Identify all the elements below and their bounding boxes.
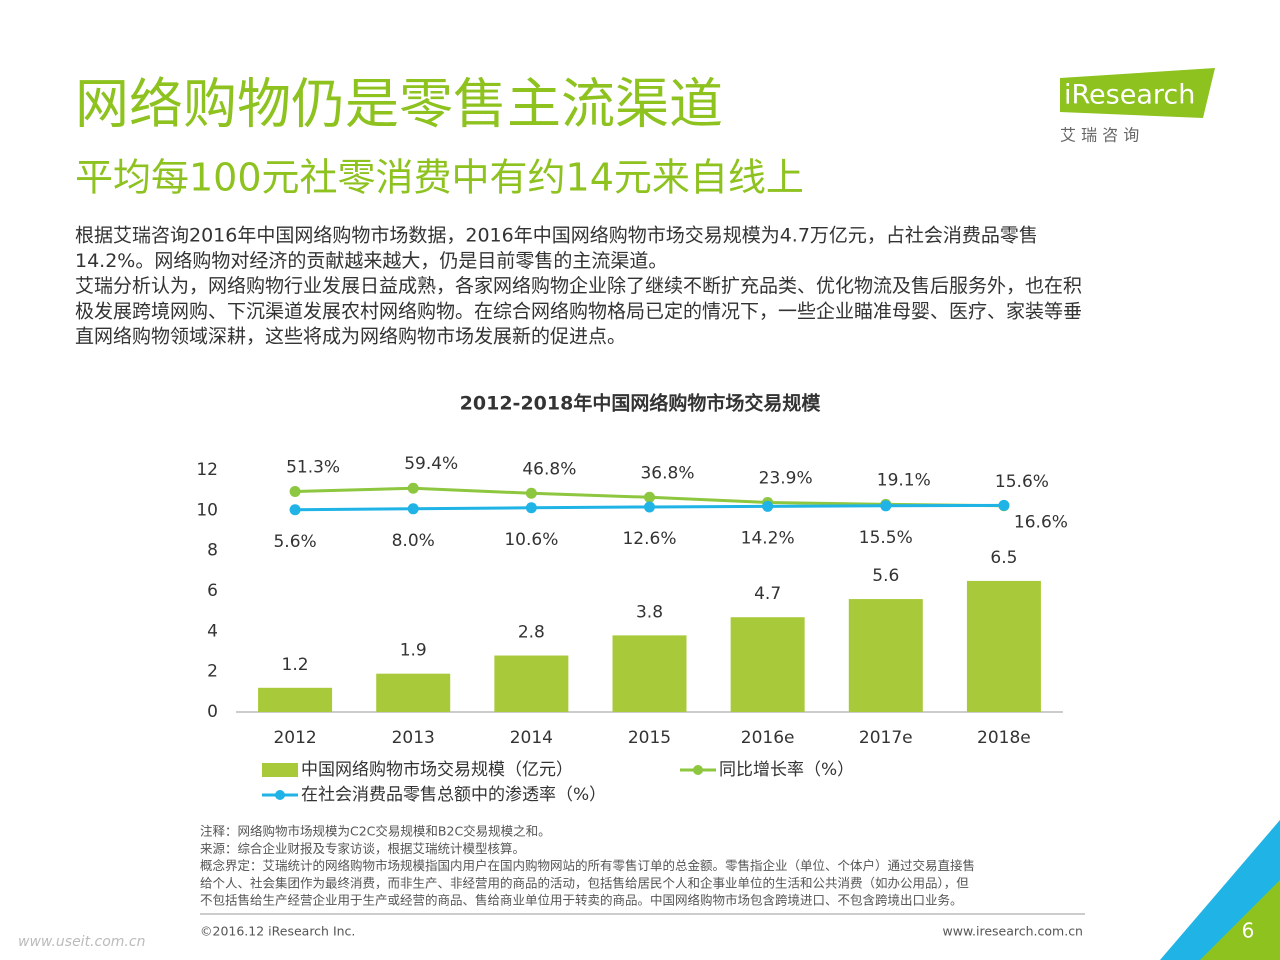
line-label: 14.2% [741,528,795,548]
line-label: 8.0% [392,531,435,551]
bar-label: 4.7 [754,584,781,604]
body-line: 14.2%。网络购物对经济的贡献越来越大，仍是目前零售的主流渠道。 [75,250,667,272]
bar [494,655,569,712]
page-number: 6 [1242,919,1255,943]
line-point [880,500,892,512]
line-label: 5.6% [273,532,316,552]
legend-label: 在社会消费品零售总额中的渗透率（%） [301,785,606,805]
x-tick-label: 2014 [510,728,553,748]
x-tick-label: 2017e [859,728,913,748]
line-point [525,502,537,514]
note-line: 注释：网络购物市场规模为C2C交易规模和B2C交易规模之和。 [200,824,551,839]
x-tick-label: 2018e [977,728,1031,748]
bar-label: 6.5 [990,548,1017,568]
copyright: ©2016.12 iResearch Inc. [200,924,355,939]
line-point [407,482,419,494]
watermark: www.useit.com.cn [18,934,145,950]
note-line: 不包括售给生产经营企业用于生产或经营的商品、售给商业单位用于转卖的商品。中国网络… [200,893,963,908]
bar-label: 3.8 [636,602,663,622]
bar [376,673,451,712]
line-label: 15.5% [859,528,913,548]
bar-label: 1.2 [282,655,309,675]
bar-label: 2.8 [518,623,545,643]
x-tick-label: 2016e [741,728,795,748]
line-label: 10.6% [504,530,558,550]
line-label: 36.8% [640,463,694,483]
slide-subtitle: 平均每100元社零消费中有约14元来自线上 [75,156,804,200]
legend-dot [275,790,285,800]
bar [966,580,1041,712]
line-point [525,487,537,499]
legend-dot [693,765,703,775]
bar-label: 1.9 [400,641,427,661]
legend-label: 同比增长率（%） [719,760,854,780]
y-tick-label: 8 [207,541,218,561]
line-label: 51.3% [286,457,340,477]
line-point [644,501,655,513]
bar [848,599,923,712]
slide-title: 网络购物仍是零售主流渠道 [75,73,723,136]
line-label: 59.4% [404,454,458,474]
y-tick-label: 2 [207,662,218,682]
line-label: 15.6% [995,472,1049,492]
y-tick-label: 12 [196,460,218,480]
corner-green [1200,880,1280,960]
chart-title: 2012-2018年中国网络购物市场交易规模 [460,392,822,415]
body-line: 艾瑞分析认为，网络购物行业发展日益成熟，各家网络购物企业除了继续不断扩充品类、优… [75,275,1082,297]
website: www.iresearch.com.cn [943,924,1084,939]
x-tick-label: 2015 [628,728,671,748]
x-tick-label: 2012 [273,728,316,748]
bar [258,687,333,712]
bar [730,617,805,712]
x-tick-label: 2013 [392,728,435,748]
legend-swatch [262,763,298,777]
body-line: 极发展跨境网购、下沉渠道发展农村网络购物。在综合网络购物格局已定的情况下，一些企… [75,300,1082,322]
logo-badge [1060,68,1215,118]
note-line: 给个人、社会集团作为最终消费，而非生产、非经营用的商品的活动，包括售给居民个人和… [200,875,969,890]
y-tick-label: 10 [196,500,218,520]
line-point [998,499,1010,511]
line-label: 46.8% [522,459,576,479]
y-tick-label: 4 [207,621,218,641]
logo-name: 艾 瑞 咨 询 [1060,126,1139,145]
line-label: 16.6% [1014,512,1068,532]
body-line: 直网络购物领域深耕，这些将成为网络购物市场发展新的促进点。 [75,326,626,348]
line-point [762,500,774,512]
line-point [407,503,419,515]
bar [612,635,687,712]
line-label: 12.6% [622,529,676,549]
body-line: 根据艾瑞咨询2016年中国网络购物市场数据，2016年中国网络购物市场交易规模为… [75,225,1038,247]
line-point [644,491,655,503]
line-label: 23.9% [759,468,813,488]
y-tick-label: 6 [207,581,218,601]
line-point [289,504,301,516]
note-line: 来源：综合企业财报及专家访谈，根据艾瑞统计模型核算。 [200,841,525,856]
legend-label: 中国网络购物市场交易规模（亿元） [301,760,573,780]
y-tick-label: 0 [207,702,218,722]
line-point [289,485,301,497]
logo-brand: iResearch [1064,80,1195,111]
bar-label: 5.6 [872,566,899,586]
line-label: 19.1% [877,470,931,490]
note-line: 概念界定：艾瑞统计的网络购物市场规模指国内用户在国内购物网站的所有零售订单的总金… [200,858,975,873]
